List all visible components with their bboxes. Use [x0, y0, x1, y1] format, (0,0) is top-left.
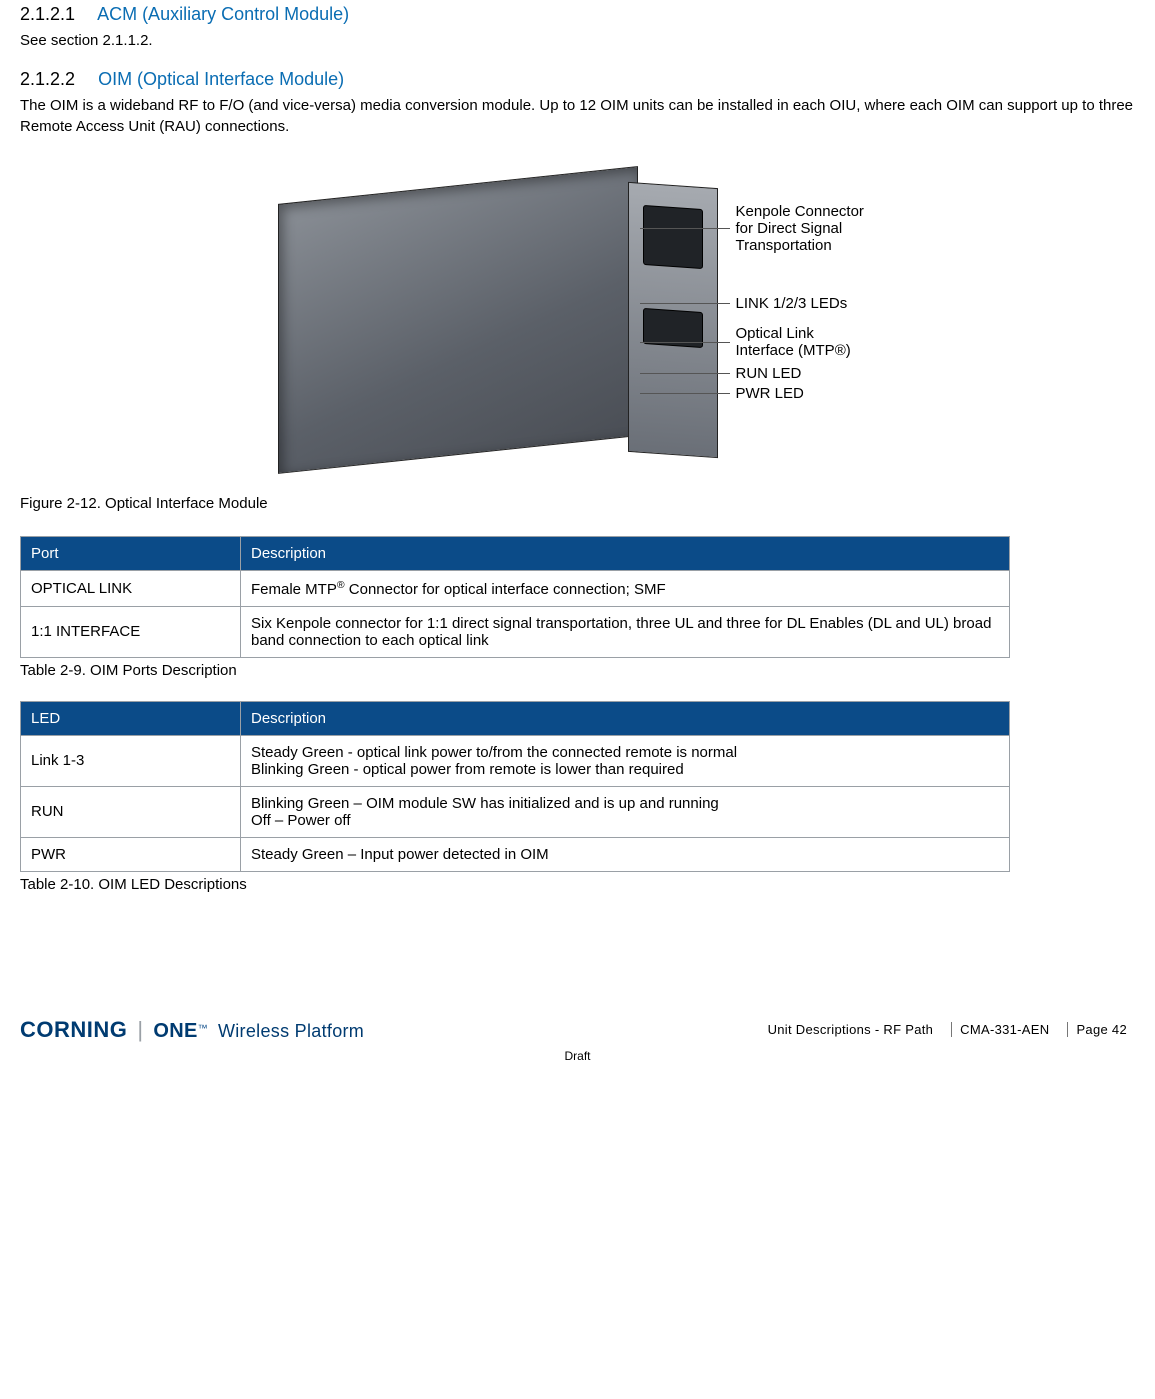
cell-led: PWR: [21, 837, 241, 871]
brand-corning: CORNING: [20, 1017, 127, 1043]
cell-desc-line: Steady Green – Input power detected in O…: [251, 846, 999, 863]
cell-port: OPTICAL LINK: [21, 570, 241, 606]
table-ports-caption: Table 2-9. OIM Ports Description: [20, 662, 1135, 679]
module-slot-top: [643, 205, 703, 269]
callout-line: Kenpole Connector: [736, 203, 864, 220]
module-body-shape: [278, 166, 638, 474]
table-row: RUN Blinking Green – OIM module SW has i…: [21, 786, 1010, 837]
table-oim-ports: Port Description OPTICAL LINK Female MTP…: [20, 536, 1010, 658]
table-row: PWR Steady Green – Input power detected …: [21, 837, 1010, 871]
cell-desc: Steady Green - optical link power to/fro…: [241, 735, 1010, 786]
section2-body: The OIM is a wideband RF to F/O (and vic…: [20, 96, 1135, 137]
cell-desc: Six Kenpole connector for 1:1 direct sig…: [241, 606, 1010, 657]
section-heading-2122: 2.1.2.2 OIM (Optical Interface Module): [20, 69, 1135, 90]
table-row: OPTICAL LINK Female MTP® Connector for o…: [21, 570, 1010, 606]
table-header-row: Port Description: [21, 536, 1010, 570]
page-footer: CORNING | ONE™ Wireless Platform Unit De…: [0, 1013, 1155, 1047]
footer-page: Page 42: [1067, 1022, 1135, 1037]
section-number: 2.1.2.2: [20, 69, 75, 89]
footer-doc: CMA-331-AEN: [951, 1022, 1057, 1037]
callout-line: for Direct Signal: [736, 220, 843, 237]
section-heading-2121: 2.1.2.1 ACM (Auxiliary Control Module): [20, 4, 1135, 25]
registered-mark: ®: [337, 579, 345, 591]
cell-desc-line: Blinking Green - optical power from remo…: [251, 761, 999, 778]
brand-tm: ™: [198, 1023, 208, 1034]
footer-meta: Unit Descriptions - RF Path CMA-331-AEN …: [760, 1022, 1135, 1037]
cell-desc-post: Connector for optical interface connecti…: [345, 581, 666, 598]
table-row: 1:1 INTERFACE Six Kenpole connector for …: [21, 606, 1010, 657]
table-row: Link 1-3 Steady Green - optical link pow…: [21, 735, 1010, 786]
cell-desc-line: Blinking Green – OIM module SW has initi…: [251, 795, 999, 812]
table-header-led: LED: [21, 701, 241, 735]
table-header-desc: Description: [241, 701, 1010, 735]
cell-desc-pre: Six Kenpole connector for 1:1 direct sig…: [251, 615, 991, 649]
callout-line: Optical Link: [736, 325, 814, 342]
brand-divider: |: [137, 1017, 143, 1043]
callout-kenpole: Kenpole Connector for Direct Signal Tran…: [736, 203, 864, 254]
table-header-desc: Description: [241, 536, 1010, 570]
table-header-port: Port: [21, 536, 241, 570]
cell-desc-pre: Female MTP: [251, 581, 337, 598]
callout-line: Transportation: [736, 237, 832, 254]
table-header-row: LED Description: [21, 701, 1010, 735]
table-oim-leds: LED Description Link 1-3 Steady Green - …: [20, 701, 1010, 872]
cell-port: 1:1 INTERFACE: [21, 606, 241, 657]
callout-line: Interface (MTP®): [736, 342, 851, 359]
brand-one-wrap: ONE™: [153, 1020, 208, 1043]
footer-draft: Draft: [0, 1049, 1155, 1063]
section1-body: See section 2.1.1.2.: [20, 31, 1135, 51]
cell-led: RUN: [21, 786, 241, 837]
cell-desc-line: Off – Power off: [251, 812, 999, 829]
callout-link-leds: LINK 1/2/3 LEDs: [736, 295, 848, 312]
table-leds-caption: Table 2-10. OIM LED Descriptions: [20, 876, 1135, 893]
section-title: OIM (Optical Interface Module): [98, 69, 344, 89]
footer-brand: CORNING | ONE™ Wireless Platform: [20, 1017, 364, 1043]
cell-desc: Steady Green – Input power detected in O…: [241, 837, 1010, 871]
callout-run-led: RUN LED: [736, 365, 802, 382]
module-diagram: Kenpole Connector for Direct Signal Tran…: [258, 155, 898, 485]
brand-one: ONE: [153, 1020, 197, 1042]
cell-desc: Blinking Green – OIM module SW has initi…: [241, 786, 1010, 837]
cell-desc-line: Steady Green - optical link power to/fro…: [251, 744, 999, 761]
brand-platform: Wireless Platform: [218, 1021, 364, 1042]
callout-pwr-led: PWR LED: [736, 385, 804, 402]
cell-desc: Female MTP® Connector for optical interf…: [241, 570, 1010, 606]
figure-oim-module: Kenpole Connector for Direct Signal Tran…: [20, 155, 1135, 489]
callout-optical-link: Optical Link Interface (MTP®): [736, 325, 851, 359]
section-title: ACM (Auxiliary Control Module): [97, 4, 349, 24]
figure-caption: Figure 2-12. Optical Interface Module: [20, 495, 1135, 512]
footer-section: Unit Descriptions - RF Path: [760, 1022, 942, 1037]
cell-led: Link 1-3: [21, 735, 241, 786]
section-number: 2.1.2.1: [20, 4, 75, 24]
